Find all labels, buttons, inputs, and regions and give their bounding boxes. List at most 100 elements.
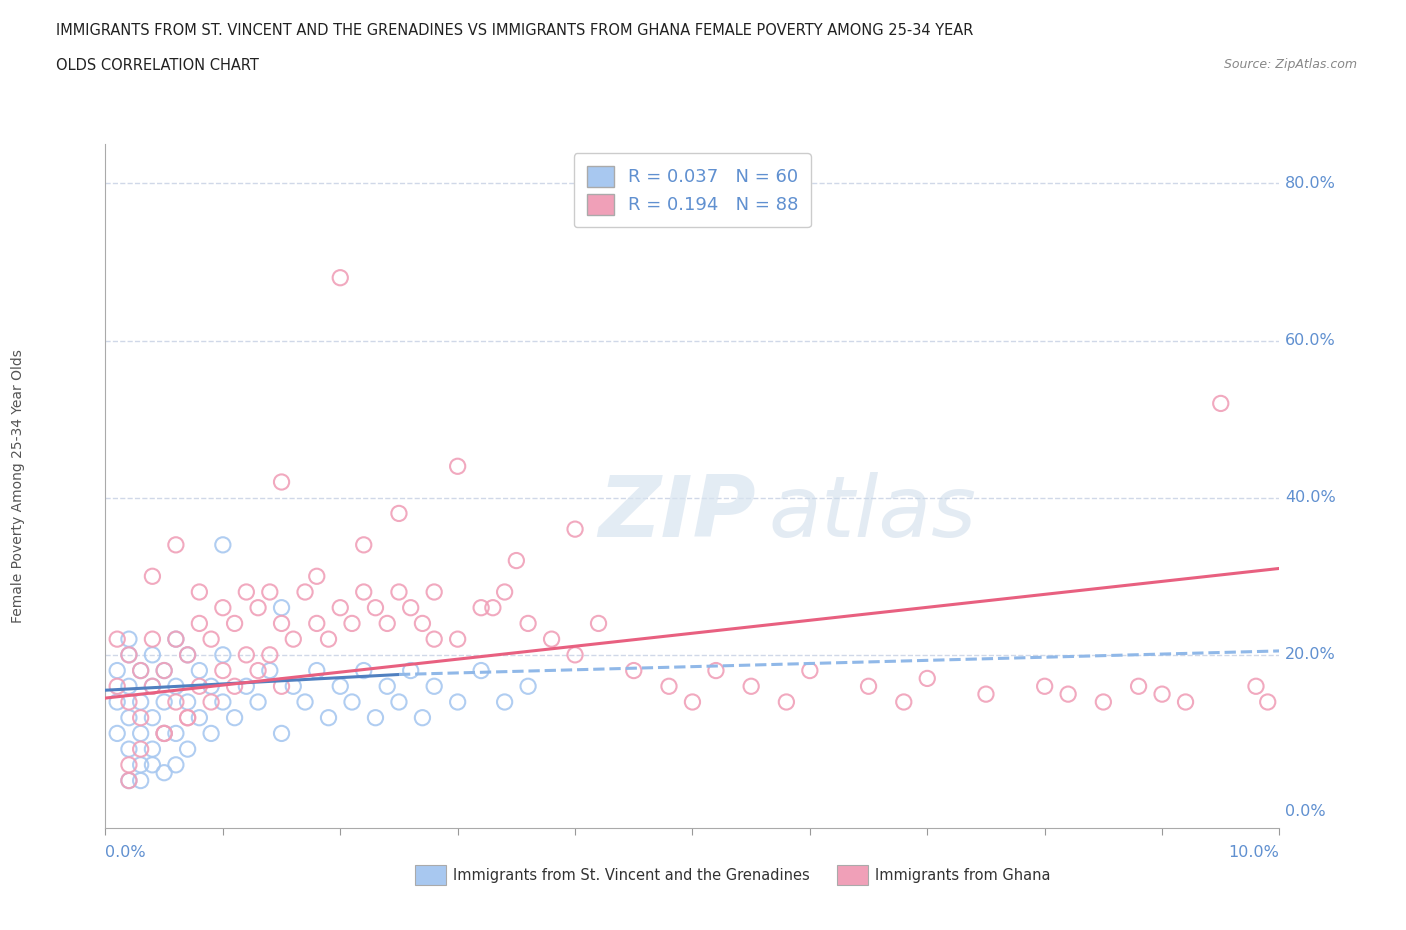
Point bbox=[399, 600, 422, 615]
Text: Source: ZipAtlas.com: Source: ZipAtlas.com bbox=[1223, 58, 1357, 71]
Point bbox=[411, 711, 433, 725]
Point bbox=[118, 695, 141, 710]
Point bbox=[1174, 695, 1197, 710]
Point bbox=[118, 773, 141, 788]
Point bbox=[494, 585, 516, 600]
Text: atlas: atlas bbox=[769, 472, 977, 555]
Point bbox=[235, 647, 257, 662]
Point bbox=[165, 695, 187, 710]
Point bbox=[305, 616, 328, 631]
Point bbox=[153, 765, 176, 780]
Point bbox=[105, 631, 128, 646]
Point bbox=[588, 616, 610, 631]
Point bbox=[270, 474, 292, 489]
Point bbox=[375, 679, 398, 694]
Point bbox=[353, 538, 375, 552]
Point bbox=[118, 773, 141, 788]
Point bbox=[270, 600, 292, 615]
Point bbox=[388, 506, 411, 521]
Point bbox=[118, 647, 141, 662]
Point bbox=[235, 679, 257, 694]
Point bbox=[176, 695, 198, 710]
Point bbox=[294, 585, 316, 600]
Point bbox=[105, 695, 128, 710]
Point bbox=[165, 631, 187, 646]
Text: 80.0%: 80.0% bbox=[1285, 176, 1336, 191]
Point bbox=[129, 726, 152, 741]
Point bbox=[446, 631, 468, 646]
Point bbox=[423, 679, 446, 694]
Text: Female Poverty Among 25-34 Year Olds: Female Poverty Among 25-34 Year Olds bbox=[11, 349, 25, 623]
Point bbox=[1257, 695, 1279, 710]
Point bbox=[411, 616, 433, 631]
Point bbox=[141, 647, 163, 662]
Point bbox=[259, 663, 281, 678]
Point bbox=[494, 695, 516, 710]
Point bbox=[211, 600, 233, 615]
Point bbox=[129, 773, 152, 788]
Point bbox=[388, 585, 411, 600]
Point bbox=[399, 663, 422, 678]
Point bbox=[283, 679, 305, 694]
Point bbox=[540, 631, 562, 646]
Point bbox=[176, 711, 198, 725]
Point bbox=[118, 757, 141, 772]
Point bbox=[176, 647, 198, 662]
Point bbox=[375, 616, 398, 631]
Text: OLDS CORRELATION CHART: OLDS CORRELATION CHART bbox=[56, 58, 259, 73]
Text: Immigrants from St. Vincent and the Grenadines: Immigrants from St. Vincent and the Gren… bbox=[453, 868, 810, 883]
Point bbox=[153, 726, 176, 741]
Point bbox=[141, 742, 163, 757]
Point bbox=[340, 695, 363, 710]
Point bbox=[153, 663, 176, 678]
Point bbox=[259, 647, 281, 662]
Point bbox=[893, 695, 915, 710]
Point bbox=[858, 679, 880, 694]
Text: 60.0%: 60.0% bbox=[1285, 333, 1336, 348]
Point bbox=[1244, 679, 1267, 694]
Point bbox=[259, 585, 281, 600]
Point bbox=[682, 695, 704, 710]
Point bbox=[329, 271, 352, 286]
Point bbox=[118, 631, 141, 646]
Point bbox=[165, 631, 187, 646]
Point bbox=[176, 742, 198, 757]
Point bbox=[247, 663, 270, 678]
Point bbox=[105, 679, 128, 694]
Point bbox=[153, 695, 176, 710]
Point bbox=[517, 616, 540, 631]
Point bbox=[211, 663, 233, 678]
Point bbox=[141, 679, 163, 694]
Point bbox=[129, 757, 152, 772]
Point bbox=[200, 726, 222, 741]
Point bbox=[141, 679, 163, 694]
Point bbox=[423, 631, 446, 646]
Point bbox=[141, 711, 163, 725]
Point bbox=[224, 679, 246, 694]
Point bbox=[141, 631, 163, 646]
Point bbox=[118, 679, 141, 694]
Legend: R = 0.037   N = 60, R = 0.194   N = 88: R = 0.037 N = 60, R = 0.194 N = 88 bbox=[574, 153, 811, 228]
Point bbox=[364, 600, 387, 615]
Point bbox=[153, 726, 176, 741]
Point bbox=[446, 458, 468, 473]
Point bbox=[129, 711, 152, 725]
Point bbox=[775, 695, 797, 710]
Point bbox=[118, 647, 141, 662]
Point bbox=[105, 663, 128, 678]
Point bbox=[974, 686, 997, 701]
Point bbox=[305, 569, 328, 584]
Point bbox=[470, 600, 492, 615]
Point bbox=[188, 585, 211, 600]
Point bbox=[270, 679, 292, 694]
Point bbox=[188, 679, 211, 694]
Point bbox=[118, 742, 141, 757]
Point bbox=[129, 663, 152, 678]
Point bbox=[211, 647, 233, 662]
Text: 20.0%: 20.0% bbox=[1285, 647, 1336, 662]
Point bbox=[353, 663, 375, 678]
Point bbox=[141, 569, 163, 584]
Point bbox=[704, 663, 727, 678]
Point bbox=[129, 663, 152, 678]
Point bbox=[118, 711, 141, 725]
